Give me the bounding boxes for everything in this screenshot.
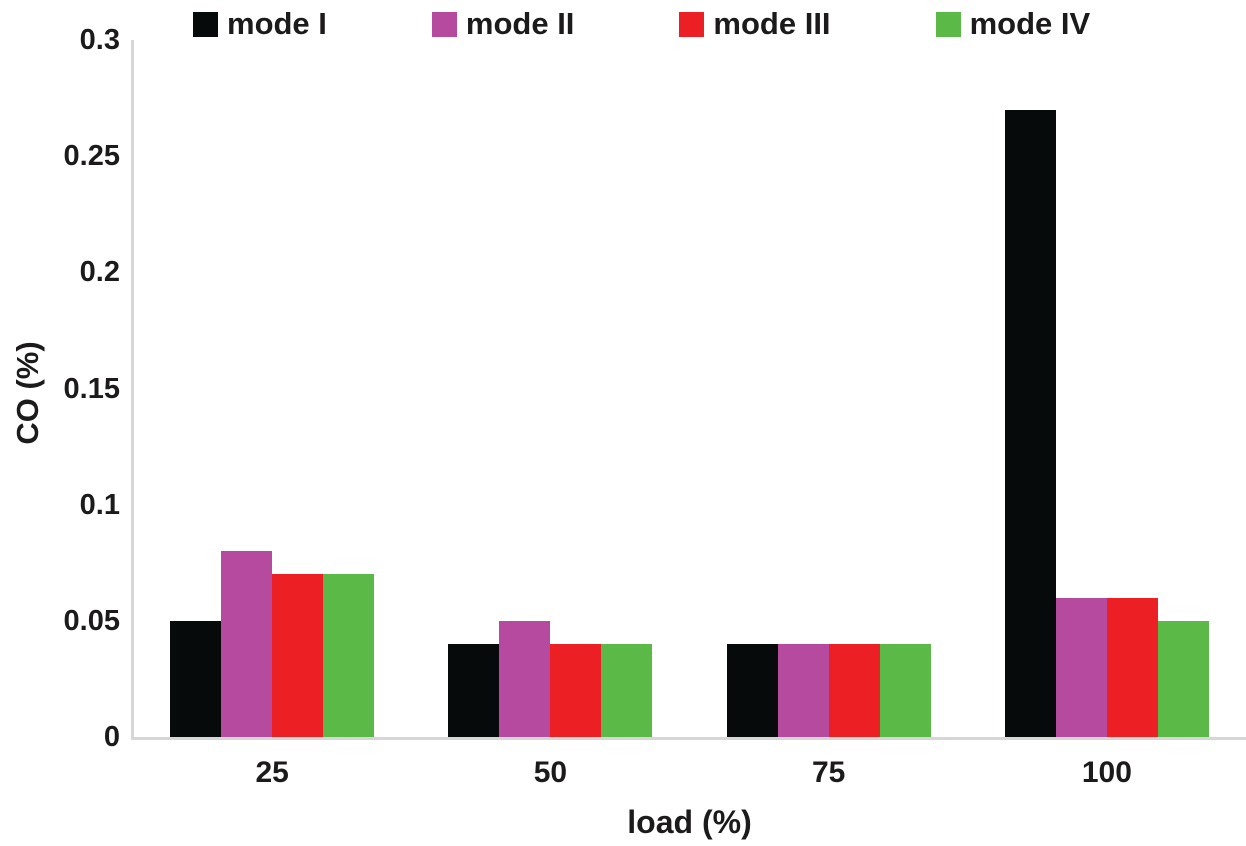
legend-swatch-icon <box>935 11 961 37</box>
bar <box>1055 597 1107 737</box>
bar <box>601 644 653 737</box>
bar <box>777 644 829 737</box>
y-tick-label: 0.25 <box>63 140 120 173</box>
bar <box>1004 109 1056 737</box>
legend-label: mode IV <box>969 6 1091 41</box>
bar <box>828 644 880 737</box>
legend-label: mode I <box>227 6 327 41</box>
category-label: 75 <box>811 756 846 789</box>
category-label: 25 <box>255 756 289 789</box>
legend-swatch-icon <box>193 11 218 37</box>
y-tick-label: 0 <box>103 721 120 753</box>
bar <box>221 551 273 737</box>
legend-item: mode II <box>431 6 575 42</box>
y-tick-label: 0.1 <box>79 488 120 521</box>
legend-label: mode III <box>713 6 831 41</box>
legend-label: mode II <box>465 6 575 41</box>
legend-item: mode IV <box>935 6 1091 42</box>
y-axis-line <box>131 40 134 740</box>
x-axis-label: load (%) <box>627 804 752 840</box>
bar <box>170 620 222 737</box>
bar <box>1157 620 1209 737</box>
legend-swatch-icon <box>431 11 457 37</box>
bar <box>499 620 551 737</box>
bar <box>448 644 500 737</box>
bar <box>879 644 931 737</box>
x-axis-line <box>131 737 1246 740</box>
category-label: 100 <box>1081 756 1132 789</box>
legend-item: mode III <box>679 6 831 42</box>
bar <box>550 644 602 737</box>
y-tick-label: 0.15 <box>63 372 120 405</box>
y-tick-label: 0.2 <box>79 256 120 289</box>
y-tick-label: 0.3 <box>79 24 120 56</box>
bar <box>1106 597 1158 737</box>
bar <box>726 644 778 737</box>
category-label: 50 <box>533 756 568 789</box>
chart-legend: mode I mode II mode III mode IV <box>193 2 1090 46</box>
legend-item: mode I <box>193 6 327 42</box>
y-tick-label: 0.05 <box>63 604 120 637</box>
bar <box>272 574 324 737</box>
plot-area <box>133 40 1246 737</box>
bar <box>323 574 375 737</box>
legend-swatch-icon <box>679 11 705 37</box>
